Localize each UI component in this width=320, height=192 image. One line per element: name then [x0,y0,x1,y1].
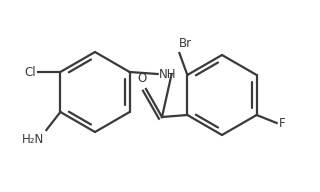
Text: NH: NH [159,69,176,81]
Text: O: O [137,72,147,85]
Text: Cl: Cl [25,65,36,79]
Text: Br: Br [179,37,193,50]
Text: F: F [279,117,285,129]
Text: H₂N: H₂N [22,133,44,146]
